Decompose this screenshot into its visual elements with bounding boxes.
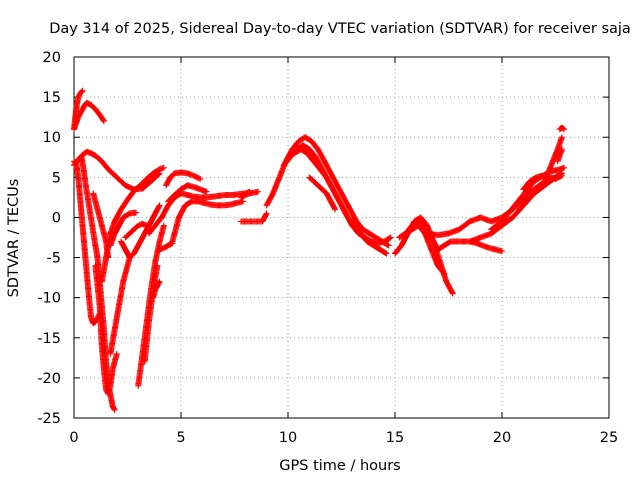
data-point <box>160 164 167 171</box>
series-arc-q <box>163 169 204 189</box>
x-tick-label: 25 <box>600 430 618 446</box>
data-point <box>384 241 391 248</box>
data-point <box>156 203 163 210</box>
series-arc-aj <box>520 172 565 193</box>
series-arc-s <box>169 198 247 245</box>
series-arc-u <box>237 188 262 201</box>
series-arc-ai <box>554 146 565 165</box>
data-point <box>169 240 176 247</box>
data-point <box>441 270 448 277</box>
data-point <box>111 406 118 413</box>
y-tick-label: -25 <box>37 411 61 427</box>
data-point <box>255 188 262 195</box>
data-point <box>197 175 204 182</box>
data-point <box>382 249 389 256</box>
data-point <box>154 262 161 269</box>
y-tick-label: 15 <box>43 90 61 106</box>
x-tick-label: 20 <box>493 430 511 446</box>
series-arc-y <box>291 146 394 247</box>
series-arc-j <box>107 209 140 249</box>
data-point <box>383 250 390 257</box>
y-tick-label: 10 <box>43 130 61 146</box>
data-point <box>561 164 568 171</box>
data-point <box>440 269 447 276</box>
data-points <box>71 87 568 413</box>
series-arc-c <box>71 158 103 327</box>
data-point <box>78 88 85 95</box>
data-point <box>196 175 203 182</box>
data-point <box>332 206 339 213</box>
data-point <box>557 173 564 180</box>
x-axis-label: GPS time / hours <box>279 458 400 474</box>
series-arc-ac <box>396 222 448 277</box>
y-tick-label: 0 <box>52 210 61 226</box>
data-point <box>331 205 338 212</box>
series-arc-g <box>92 262 120 397</box>
data-point <box>386 235 393 242</box>
y-tick-label: -10 <box>37 291 61 307</box>
data-point <box>156 202 163 209</box>
data-point <box>100 117 107 124</box>
data-point <box>100 118 107 125</box>
series-arc-b <box>71 99 107 133</box>
y-tick-label: -15 <box>37 331 61 347</box>
series-arc-t <box>156 240 176 253</box>
data-point <box>385 242 392 249</box>
data-point <box>79 87 86 94</box>
data-point <box>559 125 566 132</box>
x-tick-label: 0 <box>69 430 78 446</box>
data-point <box>263 211 270 218</box>
data-point <box>156 278 163 285</box>
x-tick-label: 15 <box>386 430 404 446</box>
series-arc-o <box>150 278 163 301</box>
data-point <box>160 222 167 229</box>
grid-lines <box>74 57 609 418</box>
chart-title: Day 314 of 2025, Sidereal Day-to-day VTE… <box>49 21 631 37</box>
series-arc-v <box>237 210 270 225</box>
y-tick-label: -5 <box>47 251 61 267</box>
series-arc-d <box>71 148 163 193</box>
series-arc-h <box>107 254 133 357</box>
axis-ticks: 0 5 10 15 20 25 -25 -20 -15 -10 -5 0 5 10 15 20 <box>37 50 618 446</box>
y-tick-label: 5 <box>52 170 61 186</box>
data-point <box>499 248 505 255</box>
data-point <box>561 126 568 133</box>
data-point <box>558 172 565 179</box>
data-point <box>558 134 565 141</box>
x-tick-label: 5 <box>176 430 185 446</box>
plot-frame <box>73 56 610 419</box>
y-tick-label: 20 <box>43 50 61 66</box>
data-point <box>111 405 118 412</box>
data-point <box>263 210 270 217</box>
x-tick-label: 10 <box>279 430 297 446</box>
data-point <box>558 146 565 153</box>
y-tick-label: -20 <box>37 371 61 387</box>
data-point <box>203 188 210 195</box>
data-point <box>133 209 140 216</box>
data-point <box>113 350 120 357</box>
data-point <box>449 289 456 296</box>
series-arc-l <box>118 202 163 261</box>
series-arc-n <box>141 262 161 365</box>
data-point <box>560 125 567 132</box>
data-point <box>156 279 163 286</box>
data-point <box>449 290 456 297</box>
series-arc-ah <box>556 124 568 133</box>
data-point <box>387 234 394 241</box>
y-axis-label: SDTVAR / TECUs <box>6 179 22 298</box>
series-arc-z <box>306 174 339 213</box>
series-arc-r <box>165 182 210 205</box>
